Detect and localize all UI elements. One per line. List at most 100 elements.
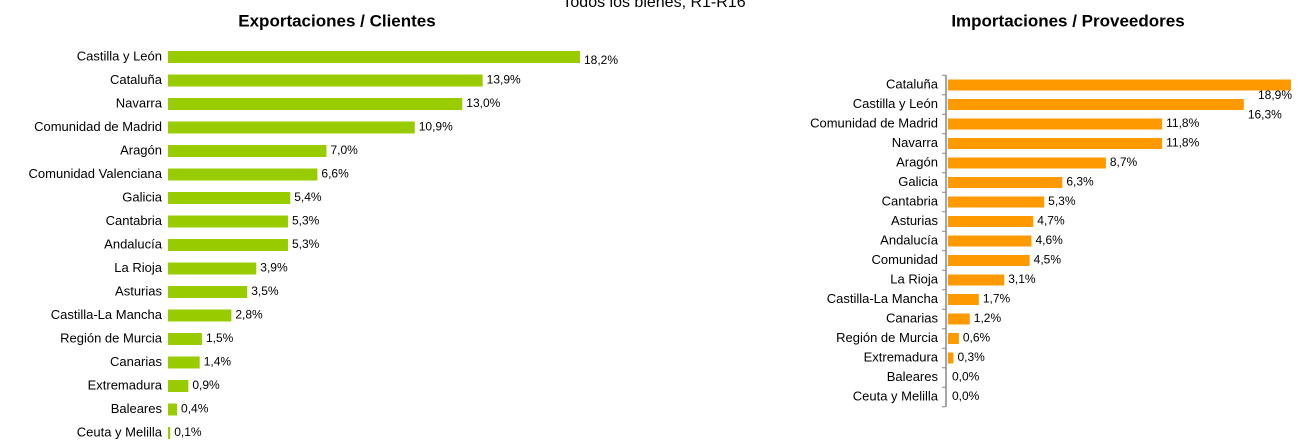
- category-label: Cataluña: [110, 72, 163, 87]
- category-label: Aragón: [120, 142, 162, 157]
- value-label: 4,6%: [1035, 233, 1063, 247]
- value-label: 3,1%: [1008, 272, 1036, 286]
- category-label: Navarra: [116, 95, 163, 110]
- bar: [168, 121, 415, 134]
- bar: [948, 138, 1163, 149]
- category-label: Cataluña: [886, 76, 939, 91]
- value-label: 5,3%: [1048, 194, 1076, 208]
- value-label: 13,9%: [487, 73, 521, 87]
- bar: [948, 235, 1032, 247]
- bar: [168, 380, 189, 392]
- category-label: Castilla-La Mancha: [51, 307, 163, 322]
- value-label: 0,3%: [957, 350, 985, 364]
- category-label: Galicia: [122, 189, 163, 204]
- value-label: 1,2%: [974, 311, 1002, 325]
- bar: [168, 215, 288, 228]
- bar: [168, 192, 291, 204]
- bar: [168, 168, 318, 181]
- category-label: Aragón: [896, 154, 938, 169]
- value-label: 5,3%: [292, 214, 320, 228]
- chart-title: Exportaciones / Clientes: [238, 11, 435, 30]
- category-label: La Rioja: [890, 271, 938, 286]
- bar: [168, 145, 327, 157]
- value-label: 0,0%: [952, 370, 980, 384]
- value-label: 0,0%: [952, 389, 980, 403]
- value-label: 10,9%: [419, 120, 453, 134]
- bar: [948, 118, 1163, 130]
- bar: [948, 274, 1005, 286]
- category-label: Andalucía: [104, 236, 163, 251]
- value-label: 7,0%: [330, 143, 358, 157]
- bar: [168, 333, 202, 345]
- bar: [168, 309, 232, 322]
- bar: [168, 403, 178, 416]
- bar: [948, 352, 954, 364]
- category-label: Región de Murcia: [836, 330, 939, 345]
- bar: [948, 216, 1034, 227]
- bar: [168, 356, 200, 369]
- value-label: 4,7%: [1037, 214, 1065, 228]
- bar: [168, 427, 171, 439]
- category-label: Cantabria: [882, 193, 939, 208]
- category-label: Castilla y León: [77, 48, 162, 63]
- bar: [168, 239, 288, 251]
- category-label: Cantabria: [106, 213, 163, 228]
- page-title: Todos los bienes, R1-R16: [562, 0, 745, 11]
- bar: [948, 99, 1244, 110]
- category-label: Extremadura: [88, 377, 163, 392]
- category-label: Baleares: [111, 401, 163, 416]
- value-label: 1,5%: [206, 331, 234, 345]
- value-label: 3,5%: [251, 284, 279, 298]
- value-label: 11,8%: [1166, 116, 1199, 130]
- category-label: Asturias: [891, 213, 938, 228]
- value-label: 18,2%: [584, 53, 618, 67]
- category-label: Comunidad de Madrid: [810, 115, 938, 130]
- value-label: 0,9%: [192, 378, 220, 392]
- category-label: Galicia: [898, 174, 939, 189]
- value-label: 13,0%: [466, 96, 500, 110]
- category-label: Canarias: [886, 310, 939, 325]
- bar: [948, 79, 1291, 91]
- category-label: Comunidad de Madrid: [34, 119, 162, 134]
- bar: [948, 157, 1106, 169]
- value-label: 1,7%: [983, 292, 1011, 306]
- bar: [168, 51, 580, 63]
- bar: [168, 74, 483, 87]
- category-label: Extremadura: [864, 349, 939, 364]
- value-label: 4,5%: [1034, 253, 1062, 267]
- category-label: Ceuta y Melilla: [853, 388, 939, 403]
- category-label: Baleares: [887, 369, 939, 384]
- bar: [948, 294, 979, 305]
- category-label: Castilla-La Mancha: [827, 291, 939, 306]
- value-label: 3,9%: [260, 261, 288, 275]
- bar: [168, 286, 248, 298]
- category-label: Comunidad: [872, 252, 939, 267]
- bar: [948, 255, 1030, 266]
- value-label: 6,3%: [1066, 175, 1094, 189]
- category-label: Navarra: [892, 135, 939, 150]
- bar: [168, 262, 257, 275]
- value-label: 11,8%: [1166, 136, 1199, 150]
- value-label: 0,6%: [963, 331, 991, 345]
- value-label: 8,7%: [1110, 155, 1138, 169]
- value-label: 2,8%: [235, 308, 263, 322]
- category-label: La Rioja: [114, 260, 162, 275]
- value-label: 0,4%: [181, 402, 209, 416]
- value-label: 0,1%: [174, 425, 202, 439]
- category-label: Asturias: [115, 283, 162, 298]
- category-label: Castilla y León: [853, 96, 938, 111]
- category-label: Ceuta y Melilla: [77, 424, 163, 439]
- value-label: 6,6%: [321, 167, 349, 181]
- bar: [948, 177, 1063, 188]
- bar: [948, 196, 1045, 208]
- value-label: 18,9%: [1258, 88, 1292, 102]
- bar: [948, 313, 970, 325]
- category-label: Región de Murcia: [60, 330, 163, 345]
- category-label: Andalucía: [880, 232, 939, 247]
- category-label: Canarias: [110, 354, 163, 369]
- value-label: 5,3%: [292, 237, 320, 251]
- value-label: 16,3%: [1248, 108, 1282, 122]
- category-label: Comunidad Valenciana: [29, 166, 163, 181]
- value-label: 1,4%: [204, 355, 232, 369]
